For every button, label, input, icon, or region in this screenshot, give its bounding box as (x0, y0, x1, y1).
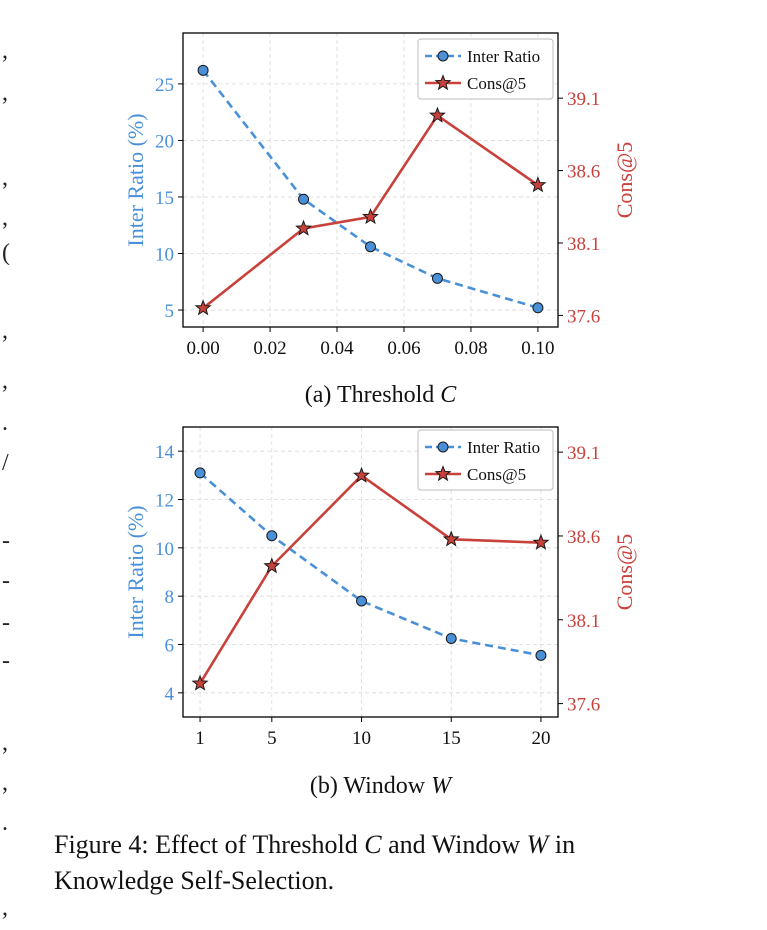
x-tick-label: 0.06 (387, 338, 420, 359)
y-left-axis-title: Inter Ratio (%) (123, 113, 148, 246)
y-left-tick-label: 10 (155, 245, 174, 266)
y-left-axis-title: Inter Ratio (%) (123, 505, 148, 638)
x-tick-label: 0.08 (454, 338, 487, 359)
y-right-tick-label: 37.6 (567, 306, 600, 327)
y-right-tick-label: 37.6 (567, 695, 600, 716)
point-cons5 (529, 176, 547, 193)
x-tick-label: 10 (352, 728, 371, 749)
subplot-caption: (a) Threshold C (305, 382, 458, 408)
y-left-tick-label: 5 (165, 301, 175, 322)
legend-label-inter-ratio: Inter Ratio (467, 47, 540, 66)
caption-text-c: in (548, 830, 576, 859)
figure-4: 0.00 0.02 0.04 0.06 0.08 0.1051015202537.638.… (123, 32, 637, 799)
point-inter-ratio (431, 272, 443, 284)
margin-fragment: ( (2, 240, 10, 266)
point-inter-ratio (197, 64, 209, 76)
y-left-tick-label: 25 (155, 75, 174, 96)
x-tick-label: 5 (267, 728, 277, 749)
legend-marker-inter-ratio (437, 50, 449, 62)
legend-marker-cons5 (434, 74, 452, 91)
y-left-tick-label: 10 (155, 539, 174, 560)
y-left-tick-label: 20 (155, 131, 174, 152)
y-right-tick-label: 39.1 (567, 443, 600, 464)
margin-fragment: . (2, 410, 8, 436)
margin-fragment: , (2, 80, 8, 106)
y-left-tick-label: 12 (155, 491, 174, 512)
x-tick-label: 0.00 (186, 338, 219, 359)
y-right-tick-label: 38.6 (567, 162, 600, 183)
caption-var-w: W (526, 830, 549, 859)
point-cons5 (442, 530, 460, 547)
margin-fragment: , (2, 770, 8, 796)
y-right-axis-title: Cons@5 (612, 534, 637, 611)
point-cons5 (194, 299, 212, 316)
margin-fragment: - (2, 528, 10, 554)
point-cons5 (353, 466, 370, 483)
margin-fragment: - (2, 610, 10, 636)
point-cons5 (532, 533, 550, 550)
point-inter-ratio (535, 649, 547, 661)
figure-caption-line-1: Figure 4: Effect of Threshold C and Wind… (54, 830, 575, 860)
x-tick-label: 0.04 (320, 338, 354, 359)
legend-marker-inter-ratio (437, 441, 449, 453)
margin-fragment: - (2, 648, 10, 674)
margin-fragment: , (2, 38, 8, 64)
point-cons5 (362, 208, 379, 225)
y-right-tick-label: 38.6 (567, 527, 600, 548)
point-inter-ratio (298, 193, 310, 205)
plot-frame (182, 32, 559, 328)
x-tick-label: 20 (531, 728, 550, 749)
point-inter-ratio (365, 241, 376, 253)
series-line-inter-ratio (202, 69, 539, 310)
legend-label-cons5: Cons@5 (467, 465, 526, 484)
subplot-a: 0.00 0.02 0.04 0.06 0.08 0.10 5 10 15 20 25 37.6 38.… (123, 32, 637, 408)
margin-fragment: . (2, 810, 8, 836)
caption-text-a: Figure 4: Effect of Threshold (54, 830, 365, 859)
point-cons5 (263, 557, 281, 574)
series-line-cons5 (198, 473, 541, 685)
point-inter-ratio (532, 302, 544, 314)
caption-var-c: C (364, 830, 382, 859)
y-left-tick-label: 4 (165, 684, 175, 705)
y-left-tick-label: 14 (155, 442, 175, 463)
point-inter-ratio (445, 632, 457, 644)
y-right-tick-label: 38.1 (567, 234, 600, 255)
legend-label-inter-ratio: Inter Ratio (467, 438, 540, 457)
x-tick-label: 0.10 (521, 338, 554, 359)
caption-text-b: and Window (381, 830, 527, 859)
caption-text-line2: Knowledge Self-Selection. (54, 866, 335, 895)
y-left-tick-label: 15 (155, 188, 174, 209)
point-inter-ratio (194, 467, 206, 479)
y-left-tick-label: 8 (165, 587, 175, 608)
legend: Inter Ratio Cons@5 (417, 429, 554, 491)
margin-fragment: , (2, 730, 8, 756)
figure-caption-line-2: Knowledge Self-Selection. (54, 866, 334, 896)
margin-fragment: , (2, 165, 8, 191)
x-tick-label: 1 (195, 728, 205, 749)
margin-fragment: / (2, 450, 9, 476)
margin-fragment: , (2, 205, 8, 231)
point-cons5 (429, 106, 446, 123)
y-right-axis-title: Cons@5 (612, 142, 637, 219)
y-right-tick-label: 39.1 (567, 89, 600, 110)
x-tick-label: 15 (442, 728, 461, 749)
x-tick-label: 0.02 (253, 338, 286, 359)
y-right-tick-label: 38.1 (567, 611, 600, 632)
margin-fragment: , (2, 368, 8, 394)
point-inter-ratio (266, 530, 278, 542)
point-cons5 (191, 674, 209, 691)
plot-frame (182, 426, 559, 718)
margin-fragment: , (2, 895, 8, 921)
legend: Inter Ratio Cons@5 (417, 38, 554, 100)
legend-label-cons5: Cons@5 (467, 74, 526, 93)
point-cons5 (295, 219, 312, 236)
subplot-caption: (b) Window W (310, 773, 453, 799)
margin-fragment: , (2, 318, 8, 344)
series-line-inter-ratio (199, 471, 542, 657)
point-inter-ratio (356, 595, 368, 607)
y-left-tick-label: 6 (165, 636, 175, 657)
margin-fragment: - (2, 568, 10, 594)
legend-marker-cons5 (434, 465, 452, 482)
